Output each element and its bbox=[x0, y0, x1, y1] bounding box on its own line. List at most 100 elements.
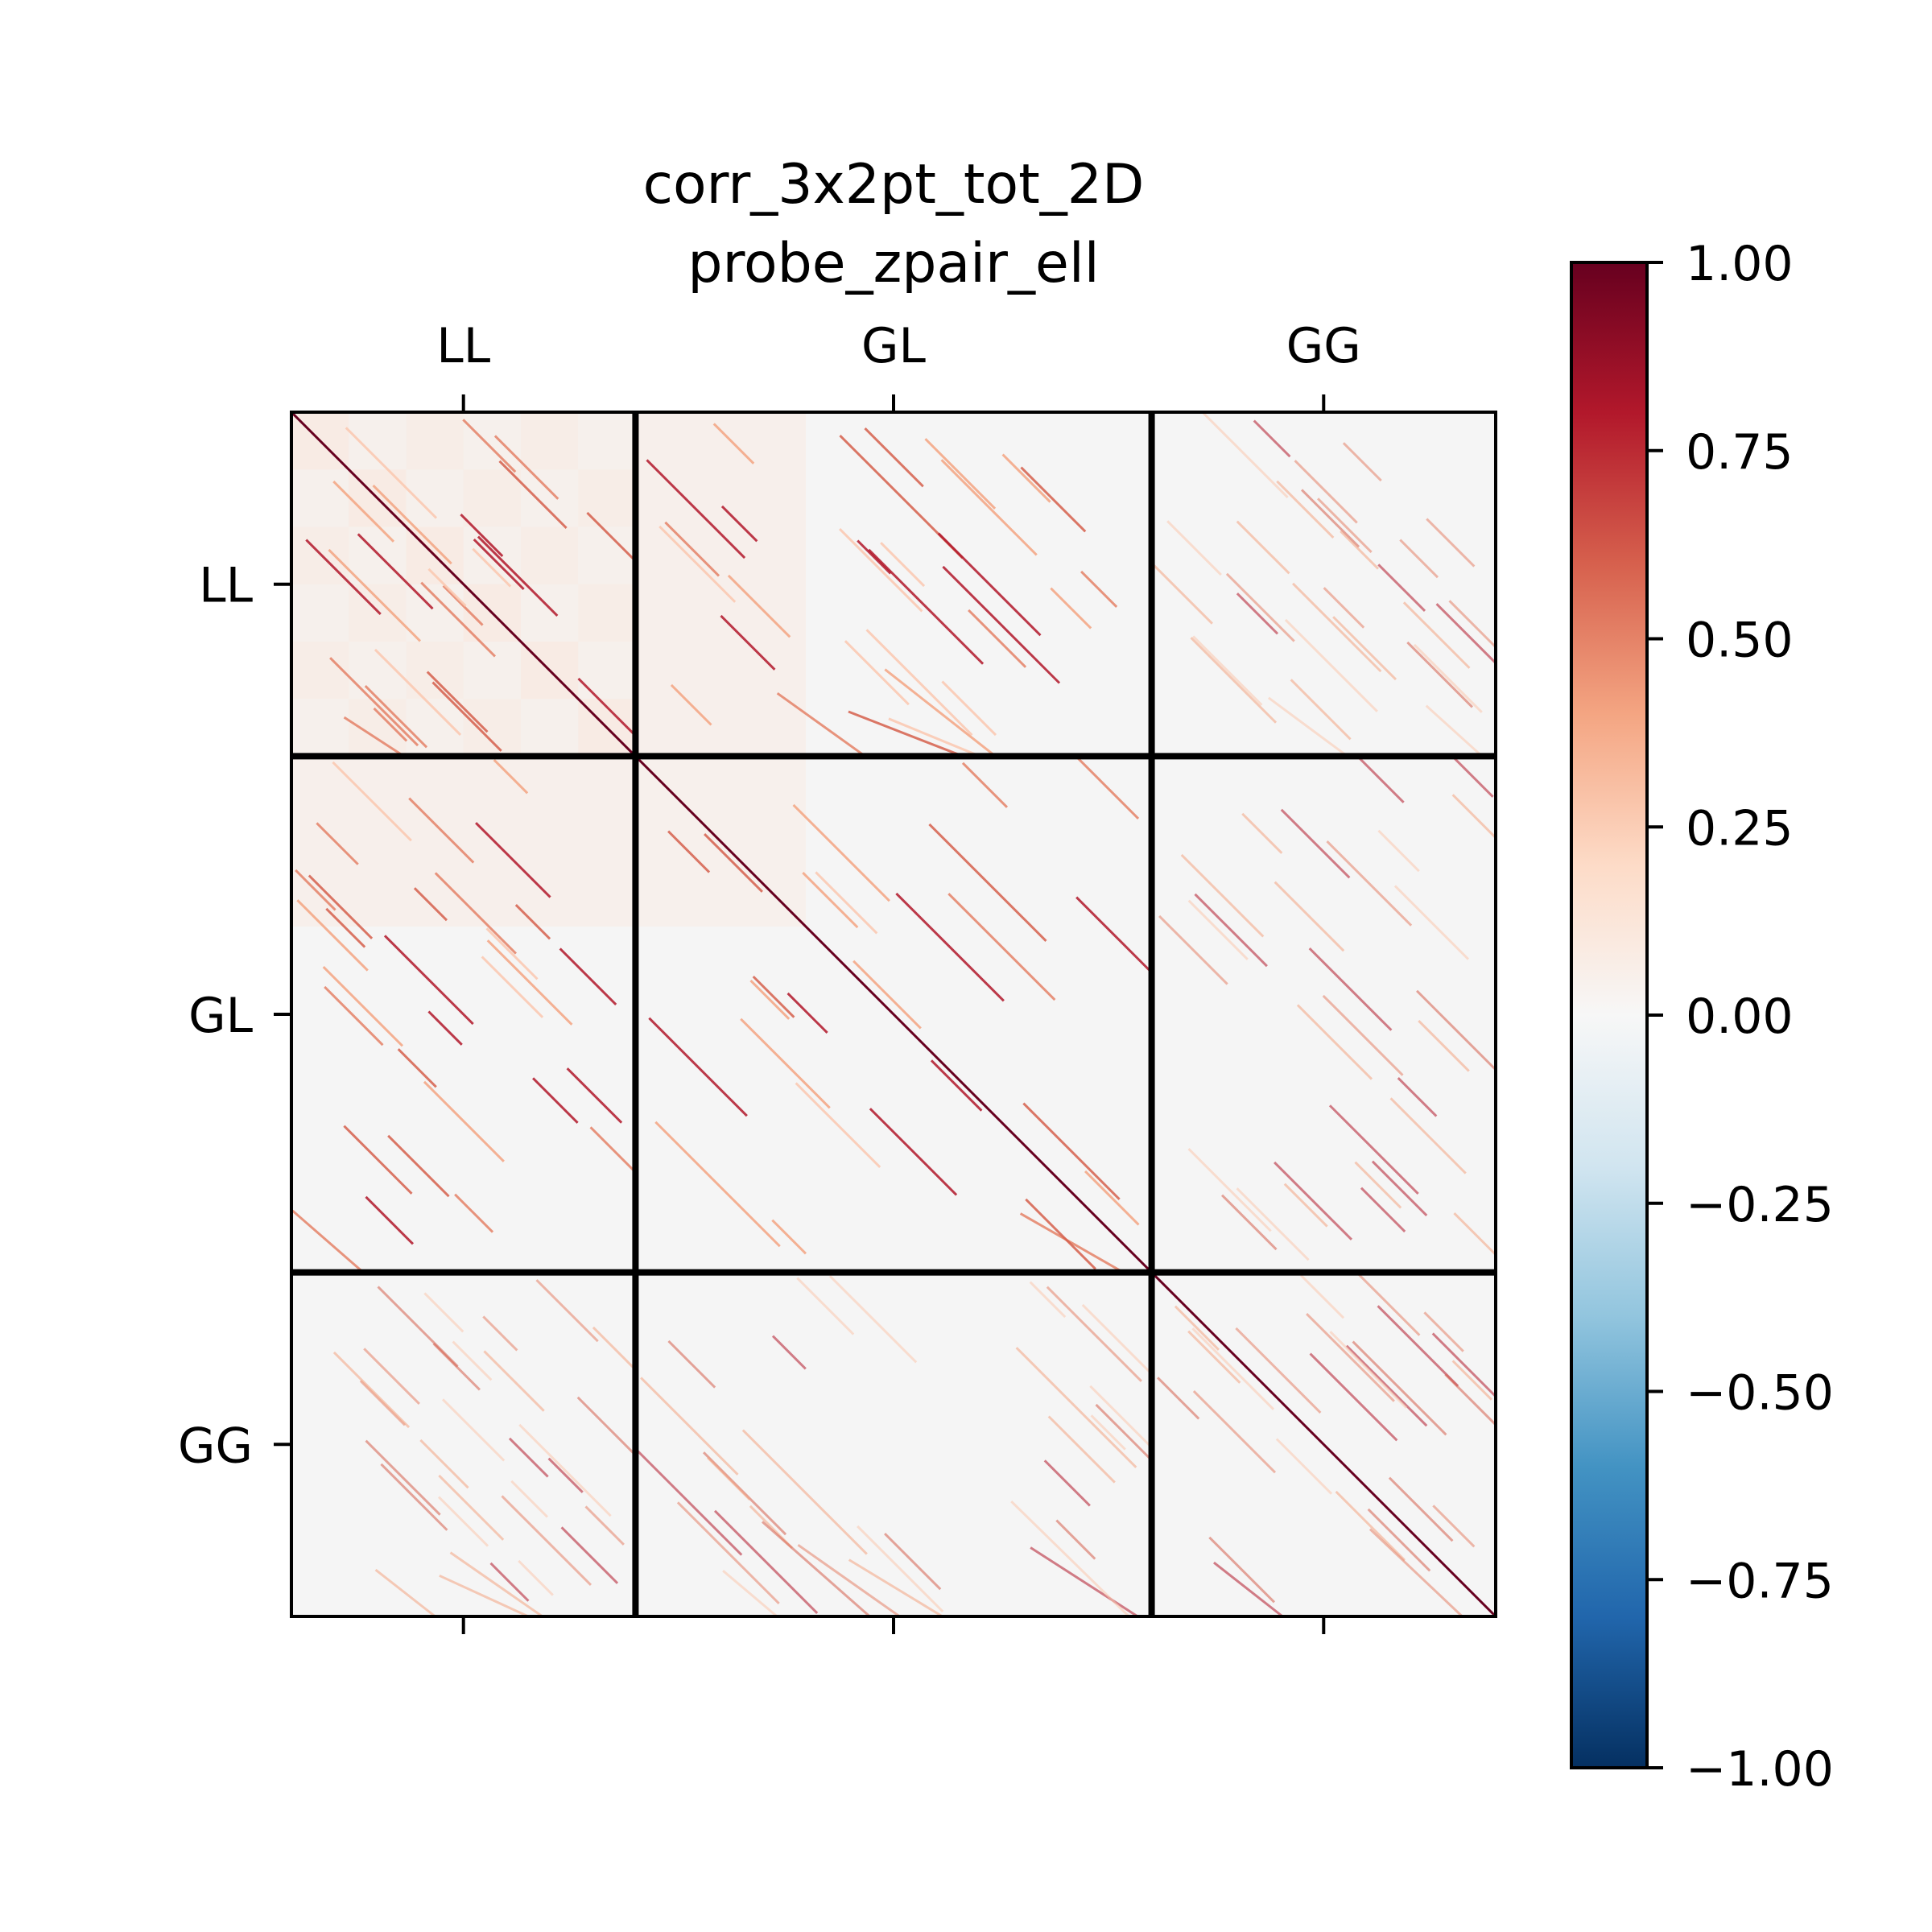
heatmap-cell bbox=[520, 584, 579, 642]
heatmap-cell bbox=[520, 412, 579, 470]
correlation-streak bbox=[720, 614, 776, 671]
correlation-streak bbox=[1187, 899, 1249, 960]
heatmap-cell bbox=[349, 526, 407, 584]
heatmap-cell bbox=[291, 526, 349, 584]
correlation-streak bbox=[1326, 840, 1413, 927]
y-tick-label: LL bbox=[199, 558, 253, 614]
heatmap-cell bbox=[406, 469, 464, 527]
correlation-streak bbox=[1406, 641, 1473, 708]
correlation-streak bbox=[332, 1351, 411, 1429]
correlation-streak bbox=[1253, 419, 1291, 458]
heatmap-cell bbox=[635, 412, 807, 757]
correlation-streak bbox=[1150, 562, 1213, 625]
correlation-streak bbox=[1022, 1102, 1121, 1200]
correlation-streak bbox=[1418, 1019, 1470, 1072]
correlation-streak bbox=[345, 427, 438, 519]
correlation-streak bbox=[1431, 1332, 1496, 1397]
correlation-streak bbox=[670, 683, 712, 726]
correlation-streak bbox=[1084, 1170, 1140, 1226]
correlation-streak bbox=[1426, 518, 1476, 568]
x-tick-label: GL bbox=[861, 318, 926, 374]
correlation-streak bbox=[1360, 1187, 1406, 1232]
correlation-streak bbox=[1290, 679, 1352, 741]
y-tick-label: GG bbox=[178, 1418, 253, 1474]
colorbar-tick-label: 0.25 bbox=[1686, 800, 1794, 857]
correlation-streak bbox=[380, 1463, 448, 1531]
correlation-streak bbox=[1280, 808, 1351, 879]
correlation-streak bbox=[518, 1559, 554, 1596]
correlation-streak bbox=[328, 548, 422, 642]
correlation-streak bbox=[940, 459, 1038, 556]
correlation-streak bbox=[1095, 1403, 1153, 1461]
correlation-streak bbox=[363, 1348, 420, 1406]
correlation-streak bbox=[1030, 1546, 1139, 1616]
correlation-streak bbox=[796, 1277, 855, 1335]
correlation-streak bbox=[1029, 1281, 1067, 1319]
correlation-streak bbox=[560, 1526, 619, 1584]
correlation-streak bbox=[592, 1326, 634, 1368]
correlation-streak bbox=[1432, 1505, 1476, 1548]
correlation-streak bbox=[332, 761, 412, 842]
correlation-streak bbox=[664, 521, 720, 577]
correlation-streak bbox=[1306, 1312, 1395, 1402]
correlation-streak bbox=[332, 481, 395, 543]
correlation-streak bbox=[968, 609, 1027, 668]
correlation-streak bbox=[1187, 1330, 1241, 1384]
heatmap-cell bbox=[578, 412, 636, 470]
correlation-streak bbox=[1340, 530, 1380, 570]
heatmap-cell bbox=[406, 699, 464, 757]
correlation-streak bbox=[305, 539, 382, 616]
correlation-streak bbox=[426, 671, 489, 733]
heatmap-cell bbox=[520, 526, 579, 584]
correlation-streak bbox=[1451, 794, 1496, 839]
correlation-streak bbox=[1356, 1272, 1421, 1336]
correlation-streak bbox=[1225, 572, 1295, 642]
correlation-streak bbox=[1236, 1187, 1310, 1261]
heatmap-cell bbox=[349, 412, 407, 470]
correlation-streak bbox=[1001, 453, 1051, 503]
correlation-streak bbox=[1274, 1161, 1353, 1241]
correlation-streak bbox=[1357, 757, 1405, 803]
heatmap-cell bbox=[463, 412, 521, 470]
correlation-streak bbox=[1190, 637, 1278, 724]
correlation-streak bbox=[1194, 893, 1268, 968]
correlation-streak bbox=[704, 832, 763, 893]
correlation-streak bbox=[1329, 1331, 1408, 1409]
correlation-streak bbox=[475, 822, 551, 898]
correlation-streak bbox=[1453, 1212, 1496, 1256]
correlation-streak bbox=[291, 1209, 365, 1274]
correlation-streak bbox=[295, 869, 336, 911]
heatmap-cell bbox=[291, 699, 349, 757]
correlation-streak bbox=[1354, 1161, 1402, 1209]
correlation-streak bbox=[727, 574, 791, 638]
correlation-streak bbox=[1397, 1076, 1438, 1117]
correlation-streak bbox=[438, 1474, 505, 1541]
colorbar-tick-label: 1.00 bbox=[1686, 236, 1794, 292]
correlation-streak bbox=[857, 1525, 944, 1613]
correlation-streak bbox=[364, 685, 428, 749]
correlation-streak bbox=[1187, 1148, 1272, 1232]
correlation-streak bbox=[420, 581, 497, 658]
correlation-streak bbox=[658, 525, 737, 603]
correlation-streak bbox=[797, 1543, 901, 1616]
correlation-streak bbox=[1371, 1160, 1428, 1216]
correlation-streak bbox=[493, 758, 529, 795]
correlation-streak bbox=[1235, 1327, 1322, 1414]
correlation-streak bbox=[437, 1496, 489, 1547]
correlation-streak bbox=[895, 892, 1005, 1002]
correlation-streak bbox=[454, 1193, 494, 1233]
correlation-streak bbox=[316, 822, 359, 865]
y-axis: LL GL GG bbox=[178, 558, 291, 1474]
correlation-streak bbox=[848, 710, 964, 758]
correlation-streak bbox=[1328, 1104, 1419, 1195]
colorbar-ticks: 1.00 0.75 0.50 0.25 0.00 −0.25 −0.50 −0.75 −1.00 bbox=[1647, 236, 1834, 1798]
correlation-streak bbox=[640, 1377, 739, 1476]
correlation-streak bbox=[365, 1439, 441, 1516]
correlation-streak bbox=[961, 762, 1009, 808]
correlation-streak bbox=[518, 1423, 612, 1517]
correlation-streak bbox=[1047, 1415, 1116, 1484]
correlation-streak bbox=[1377, 564, 1426, 613]
colorbar-tick-label: 0.75 bbox=[1686, 424, 1794, 481]
correlation-streak bbox=[1236, 520, 1290, 575]
correlation-streak bbox=[322, 966, 404, 1047]
